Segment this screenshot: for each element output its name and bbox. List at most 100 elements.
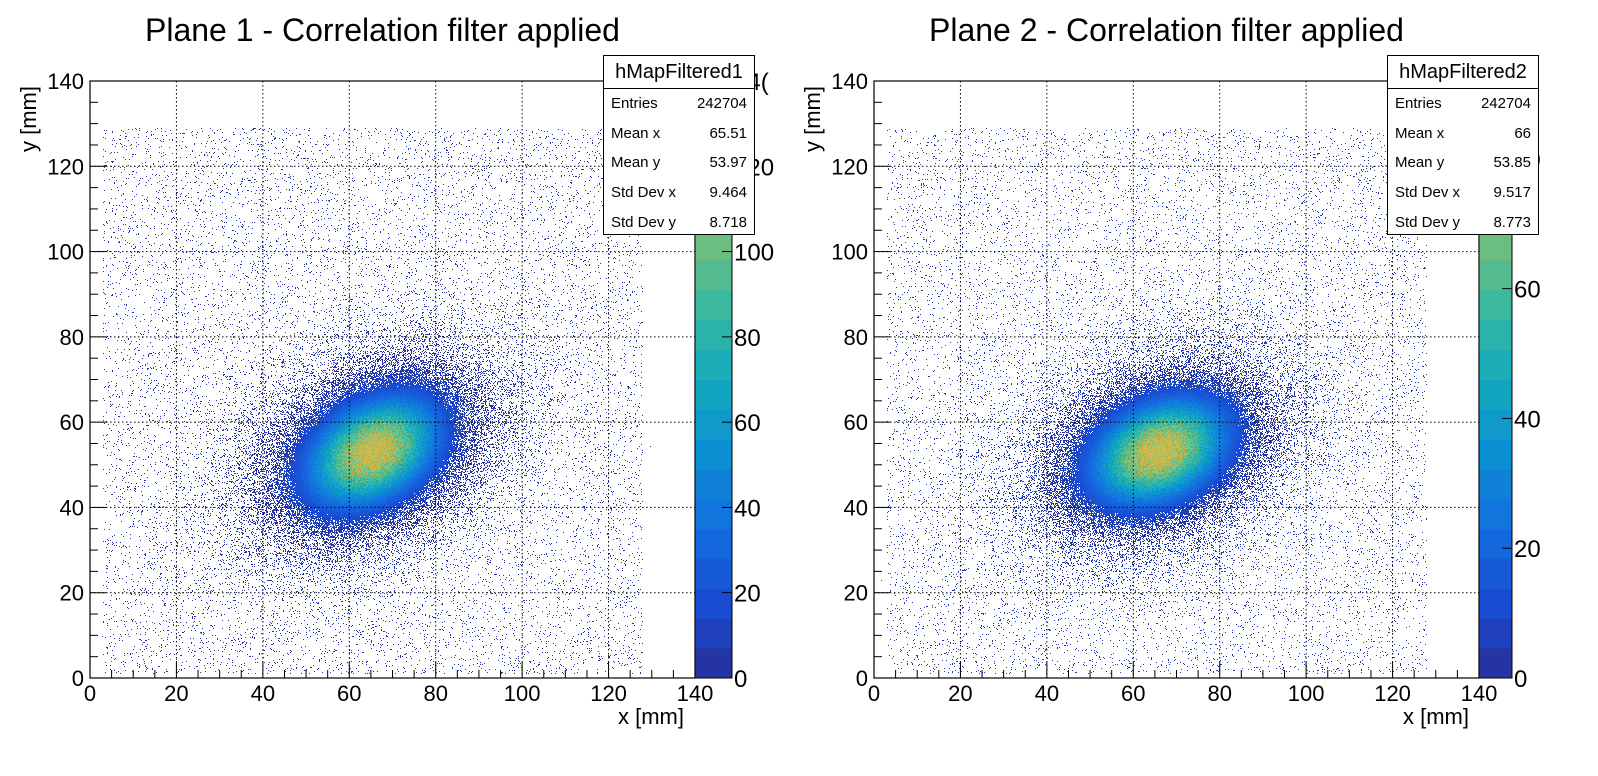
y-tick-label: 40 <box>60 495 84 520</box>
stats-label: Mean x <box>611 124 661 142</box>
colorbar-band <box>1479 469 1512 500</box>
colorbar-band <box>695 558 732 589</box>
y-tick-label: 0 <box>72 666 84 691</box>
stats-label: Mean y <box>1395 154 1445 172</box>
colorbar-band <box>695 349 732 380</box>
y-tick-label: 0 <box>856 666 868 691</box>
y-axis-label: y [mm] <box>16 86 41 152</box>
x-tick-label: 100 <box>504 681 541 706</box>
x-tick-label: 120 <box>1374 681 1411 706</box>
stats-row: Std Dev y 8.773 <box>1388 207 1538 237</box>
stats-value: 8.718 <box>709 213 747 231</box>
colorbar-band <box>1479 528 1512 560</box>
stats-title: hMapFiltered2 <box>1388 56 1538 89</box>
stats-row: Entries 242704 <box>1388 89 1538 119</box>
stats-row: Std Dev x 9.517 <box>1388 178 1538 208</box>
y-tick-label: 120 <box>47 154 84 179</box>
x-tick-label: 0 <box>84 681 96 706</box>
y-tick-label: 20 <box>844 581 868 606</box>
colorbar-band <box>695 439 732 470</box>
y-tick-label: 100 <box>831 240 868 265</box>
y-axis-label: y [mm] <box>800 86 825 152</box>
stats-value: 65.51 <box>709 124 747 142</box>
colorbar-band <box>1479 588 1512 619</box>
colorbar-tick-label: 60 <box>734 410 761 437</box>
x-axis-label: x [mm] <box>1403 704 1469 729</box>
colorbar-band <box>695 528 732 560</box>
colorbar-band <box>695 289 732 321</box>
colorbar-band <box>1479 319 1512 351</box>
colorbar-tick-label: 40 <box>734 495 761 522</box>
colorbar-tick-label: 0 <box>734 666 747 693</box>
x-tick-label: 20 <box>164 681 188 706</box>
stats-row: Entries 242704 <box>604 89 754 119</box>
colorbar-band <box>1479 289 1512 321</box>
colorbar-band <box>1479 349 1512 380</box>
stats-label: Mean x <box>1395 124 1445 142</box>
colorbar-band <box>695 409 732 440</box>
colorbar-tick-label: 20 <box>734 581 761 608</box>
x-tick-label: 80 <box>1207 681 1231 706</box>
colorbar-band <box>695 588 732 619</box>
colorbar-band <box>1479 618 1512 649</box>
stats-value: 53.85 <box>1493 154 1531 172</box>
stats-row: Std Dev x 9.464 <box>604 178 754 208</box>
stats-title: hMapFiltered1 <box>604 56 754 89</box>
colorbar-band <box>695 498 732 530</box>
colorbar-band <box>695 469 732 500</box>
stats-value: 53.97 <box>709 154 747 172</box>
stats-label: Entries <box>1395 95 1442 113</box>
x-tick-label: 140 <box>677 681 714 706</box>
stats-row: Std Dev y 8.718 <box>604 207 754 237</box>
colorbar-band <box>695 319 732 351</box>
y-tick-label: 140 <box>831 69 868 94</box>
stats-row: Mean x 66 <box>1388 119 1538 149</box>
colorbar-band <box>695 379 732 410</box>
colorbar-band <box>1479 260 1512 291</box>
colorbar-tick-label: 100 <box>734 240 774 267</box>
stats-box: hMapFiltered2 Entries 242704 Mean x 66 Mean y… <box>1387 55 1539 235</box>
y-tick-label: 60 <box>844 410 868 435</box>
x-tick-label: 40 <box>251 681 275 706</box>
stats-label: Std Dev x <box>611 184 677 202</box>
x-tick-label: 140 <box>1461 681 1498 706</box>
stats-box: hMapFiltered1 Entries 242704 Mean x 65.51 Mea… <box>603 55 755 235</box>
y-tick-label: 100 <box>47 240 84 265</box>
y-tick-label: 60 <box>60 410 84 435</box>
colorbar-band <box>1479 498 1512 530</box>
stats-row: Mean y 53.85 <box>1388 148 1538 178</box>
colorbar-band <box>695 648 732 679</box>
colorbar-band <box>695 260 732 291</box>
stats-value: 242704 <box>696 95 747 113</box>
x-tick-label: 0 <box>868 681 880 706</box>
colorbar-band <box>1479 558 1512 589</box>
x-axis-label: x [mm] <box>618 704 684 729</box>
colorbar-band <box>695 618 732 649</box>
stats-label: Entries <box>611 95 658 113</box>
stats-value: 9.517 <box>1493 184 1531 202</box>
stats-value: 9.464 <box>709 184 747 202</box>
stats-value: 242704 <box>1480 95 1531 113</box>
colorbar-tick-label: 40 <box>1514 406 1541 433</box>
x-tick-label: 60 <box>337 681 361 706</box>
colorbar-band <box>1479 648 1512 679</box>
x-tick-label: 120 <box>590 681 627 706</box>
colorbar-tick-label: 80 <box>734 325 761 352</box>
chart-title: Plane 2 - Correlation filter applied <box>929 12 1404 48</box>
stats-label: Std Dev y <box>1395 213 1461 231</box>
colorbar-band <box>1479 439 1512 470</box>
stats-row: Mean x 65.51 <box>604 119 754 149</box>
colorbar-tick-label: 60 <box>1514 277 1541 304</box>
colorbar-band <box>1479 379 1512 410</box>
stats-label: Std Dev x <box>1395 184 1461 202</box>
stats-value: 8.773 <box>1493 213 1531 231</box>
x-tick-label: 80 <box>423 681 447 706</box>
y-tick-label: 80 <box>60 325 84 350</box>
y-tick-label: 40 <box>844 495 868 520</box>
y-tick-label: 140 <box>47 69 84 94</box>
x-tick-label: 40 <box>1035 681 1059 706</box>
y-tick-label: 20 <box>60 581 84 606</box>
colorbar-band <box>1479 409 1512 440</box>
stats-label: Std Dev y <box>611 213 677 231</box>
